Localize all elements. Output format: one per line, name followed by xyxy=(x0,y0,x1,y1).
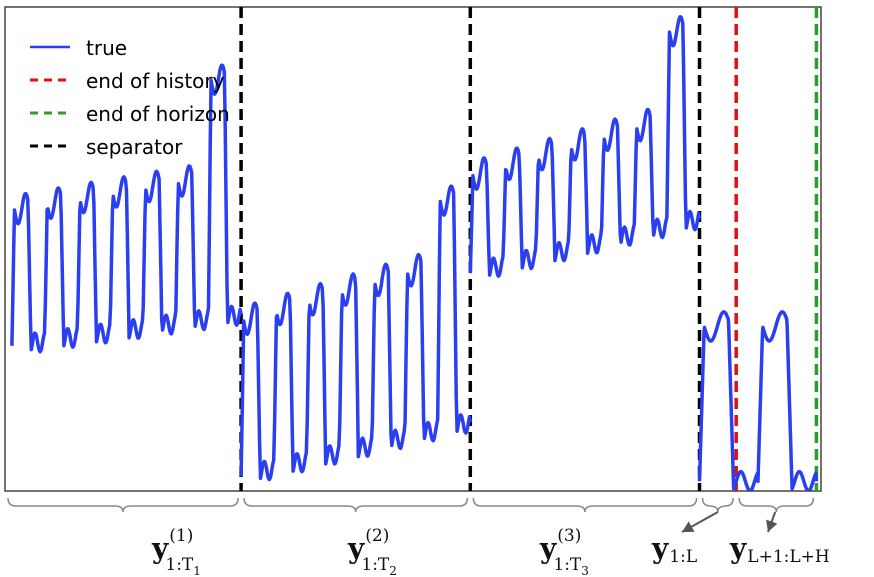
segment-labels: y(1) 1:T1 y(2) 1:T2 y(3) 1:T3 y1:L yL+1:L+H xyxy=(151,526,830,577)
legend-label-separator: separator xyxy=(86,135,183,159)
segment-label-history: y1:L xyxy=(651,532,697,567)
brace-3 xyxy=(472,497,698,513)
brace-5 xyxy=(738,497,815,513)
segment-braces xyxy=(7,497,815,533)
brace-2 xyxy=(243,497,469,513)
legend-label-horizon: end of horizon xyxy=(86,102,230,126)
segment-label-2: y(2) 1:T2 xyxy=(347,526,397,577)
legend-label-history: end of history xyxy=(86,69,225,93)
segment-label-1: y(1) 1:T1 xyxy=(151,526,201,577)
brace-1 xyxy=(7,497,239,513)
legend: true end of history end of horizon separ… xyxy=(30,36,230,159)
series-true-segment-4 xyxy=(697,310,819,491)
legend-label-true: true xyxy=(86,36,127,60)
series-group xyxy=(10,15,819,491)
series-true-segment-3 xyxy=(468,15,702,278)
arrow-head-2 xyxy=(766,519,778,532)
arrow-head-1 xyxy=(682,521,695,532)
segment-label-3: y(3) 1:T3 xyxy=(539,526,589,577)
brace-4 xyxy=(701,497,734,513)
series-true-segment-2 xyxy=(239,184,473,482)
series-true-segment-1 xyxy=(10,63,243,354)
segment-label-horizon: yL+1:L+H xyxy=(729,532,830,567)
